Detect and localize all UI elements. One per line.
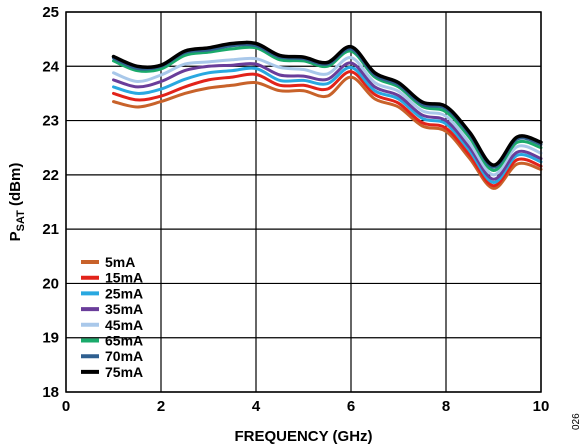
x-tick-label: 2 xyxy=(157,398,165,415)
plot-frame xyxy=(65,11,542,393)
x-tick-label: 8 xyxy=(442,398,450,415)
legend-label-35mA: 35mA xyxy=(105,301,143,317)
series-line-35mA xyxy=(112,61,543,181)
x-tick-label: 10 xyxy=(533,398,550,415)
y-tick-label: 19 xyxy=(42,330,59,347)
series-line-5mA xyxy=(112,75,543,190)
legend-label-70mA: 70mA xyxy=(105,348,143,364)
series-line-25mA xyxy=(112,65,543,184)
series-lines xyxy=(111,40,543,190)
x-axis-ticks: 0 2 4 6 8 10 xyxy=(62,398,550,415)
legend-label-25mA: 25mA xyxy=(105,285,143,301)
legend-label-5mA: 5mA xyxy=(105,254,135,270)
y-tick-label: 25 xyxy=(42,4,59,21)
series-line-75mA xyxy=(111,40,543,167)
figure-id: 026 xyxy=(571,413,582,430)
y-axis-label: PSAT (dBm) xyxy=(7,163,27,242)
legend-label-65mA: 65mA xyxy=(105,333,143,349)
y-tick-label: 20 xyxy=(42,275,59,292)
y-tick-label: 24 xyxy=(42,58,59,75)
y-axis-label-main: P xyxy=(7,231,24,241)
y-tick-label: 18 xyxy=(42,384,59,401)
x-tick-label: 6 xyxy=(347,398,355,415)
series-line-65mA xyxy=(112,45,543,172)
y-tick-label: 23 xyxy=(42,113,59,130)
y-tick-label: 21 xyxy=(42,221,59,238)
y-axis-label-tail: (dBm) xyxy=(7,163,24,211)
y-axis-ticks: 18 19 20 21 22 23 24 25 xyxy=(42,4,59,401)
x-axis-label: FREQUENCY (GHz) xyxy=(234,428,372,445)
y-tick-label: 22 xyxy=(42,167,59,184)
x-tick-label: 4 xyxy=(252,398,261,415)
y-axis-label-sub: SAT xyxy=(15,210,27,231)
series-line-15mA xyxy=(112,70,543,188)
series-line-45mA xyxy=(112,56,543,177)
legend-label-15mA: 15mA xyxy=(105,270,143,286)
legend-label-75mA: 75mA xyxy=(105,364,143,380)
legend-label-45mA: 45mA xyxy=(105,317,143,333)
x-tick-label: 0 xyxy=(62,398,70,415)
